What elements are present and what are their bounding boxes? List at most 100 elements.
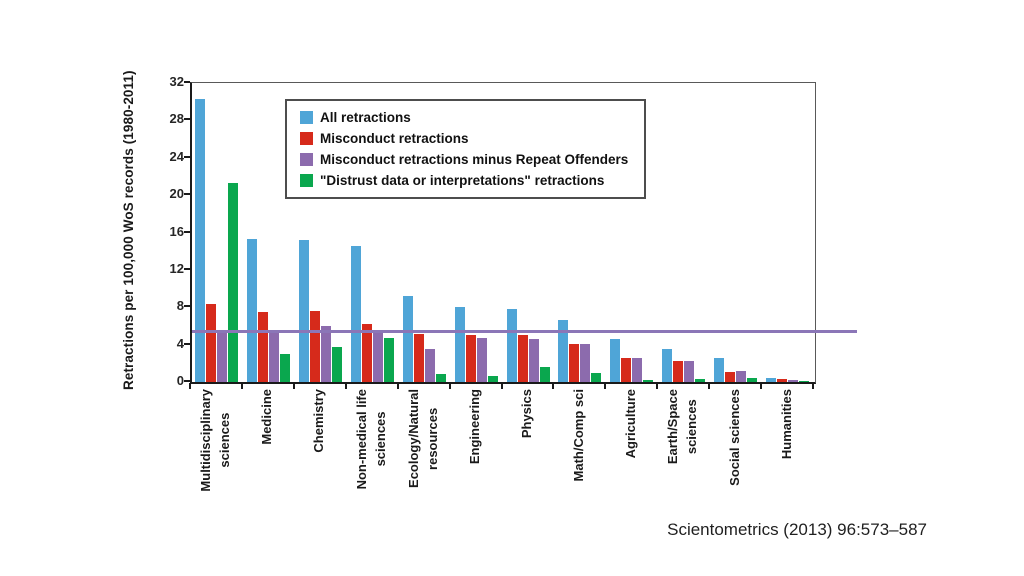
bar bbox=[610, 339, 621, 382]
bar bbox=[195, 98, 205, 382]
x-label-cell: Ecology/Natural resources bbox=[398, 389, 450, 521]
bar bbox=[766, 378, 777, 382]
citation-text: Scientometrics (2013) 96:573–587 bbox=[667, 520, 927, 539]
legend-swatch-icon bbox=[300, 111, 313, 124]
y-tick-mark bbox=[184, 155, 190, 158]
y-tick-mark bbox=[184, 267, 190, 270]
x-tick-mark bbox=[292, 383, 295, 389]
bar bbox=[736, 370, 747, 382]
bar bbox=[591, 372, 602, 382]
y-tick-label: 28 bbox=[169, 111, 184, 127]
x-axis-label: Earth/Space sciences bbox=[665, 389, 700, 465]
x-tick-mark bbox=[448, 383, 451, 389]
x-tick-mark bbox=[812, 383, 814, 389]
bar bbox=[383, 338, 394, 382]
bar bbox=[331, 347, 342, 382]
bar bbox=[372, 333, 383, 382]
bar bbox=[465, 335, 476, 382]
bar-group bbox=[607, 83, 659, 382]
bar-group bbox=[711, 83, 763, 382]
bar bbox=[695, 379, 706, 382]
x-axis-label: Chemistry bbox=[311, 389, 327, 453]
bar-group bbox=[504, 83, 556, 382]
bar bbox=[320, 325, 331, 382]
x-tick-mark bbox=[552, 383, 555, 389]
bar bbox=[528, 339, 539, 382]
bar-group bbox=[192, 83, 244, 382]
bar bbox=[228, 182, 238, 382]
bar bbox=[435, 373, 446, 382]
x-label-cell: Medicine bbox=[242, 389, 294, 521]
bar bbox=[402, 296, 413, 382]
bar-groups bbox=[192, 83, 815, 382]
bar bbox=[246, 239, 257, 382]
y-tick-label: 16 bbox=[169, 223, 184, 239]
x-axis-label: Ecology/Natural resources bbox=[405, 389, 440, 488]
y-tick-mark bbox=[184, 305, 190, 308]
x-axis-labels: Multidisciplinary sciences Medicine Chemis… bbox=[190, 389, 813, 521]
bar bbox=[777, 379, 788, 382]
y-tick-label: 8 bbox=[176, 298, 184, 314]
legend-item: "Distrust data or interpretations" retra… bbox=[300, 173, 628, 188]
legend-label: "Distrust data or interpretations" retra… bbox=[320, 173, 605, 188]
bar-group bbox=[400, 83, 452, 382]
y-tick-label: 32 bbox=[169, 74, 184, 89]
x-tick-mark bbox=[189, 383, 191, 389]
legend-swatch-icon bbox=[300, 132, 313, 145]
x-tick-mark bbox=[604, 383, 607, 389]
legend-item: Misconduct retractions bbox=[300, 131, 628, 146]
bar bbox=[309, 311, 320, 382]
bar-group bbox=[763, 83, 815, 382]
bar bbox=[217, 333, 227, 382]
x-tick-mark bbox=[760, 383, 763, 389]
bar bbox=[747, 378, 758, 382]
legend: All retractions Misconduct retractions Mis… bbox=[285, 99, 647, 199]
y-tick-mark bbox=[184, 380, 190, 382]
x-tick-mark bbox=[708, 383, 711, 389]
bar bbox=[517, 335, 528, 382]
x-tick-mark bbox=[240, 383, 243, 389]
legend-swatch-icon bbox=[300, 153, 313, 166]
bar bbox=[684, 360, 695, 382]
y-tick-mark bbox=[184, 193, 190, 196]
bar bbox=[569, 343, 580, 382]
bar-group bbox=[659, 83, 711, 382]
bar-group bbox=[296, 83, 348, 382]
x-axis-label: Physics bbox=[519, 389, 535, 439]
bar bbox=[413, 334, 424, 382]
y-tick-label: 12 bbox=[169, 260, 184, 276]
legend-label: Misconduct retractions minus Repeat Offe… bbox=[320, 152, 629, 167]
y-tick-label: 0 bbox=[176, 373, 184, 388]
x-label-cell: Chemistry bbox=[294, 389, 346, 521]
bar bbox=[714, 357, 725, 382]
bar-group bbox=[452, 83, 504, 382]
bar-group bbox=[348, 83, 400, 382]
bar bbox=[268, 333, 279, 382]
plot-area: All retractions Misconduct retractions Mis… bbox=[190, 82, 857, 384]
bar-group bbox=[555, 83, 607, 382]
x-label-cell: Math/Comp sci bbox=[553, 389, 605, 521]
bar bbox=[298, 239, 309, 382]
x-tick-mark bbox=[500, 383, 503, 389]
y-tick-mark bbox=[184, 81, 190, 83]
x-label-cell: Social sciences bbox=[709, 389, 761, 521]
bar bbox=[662, 349, 673, 382]
reference-line bbox=[192, 329, 857, 333]
bar bbox=[487, 376, 498, 382]
legend-label: All retractions bbox=[320, 110, 411, 125]
bar bbox=[558, 320, 569, 382]
bar-group bbox=[244, 83, 296, 382]
bar bbox=[424, 349, 435, 382]
x-axis-label: Medicine bbox=[259, 389, 275, 445]
x-axis-label: Humanities bbox=[778, 389, 794, 460]
bar bbox=[673, 360, 684, 382]
bar bbox=[257, 311, 268, 382]
y-tick-mark bbox=[184, 118, 190, 121]
x-axis-label: Math/Comp sci bbox=[570, 389, 586, 482]
x-axis-label: Engineering bbox=[467, 389, 483, 465]
x-label-cell: Multidisciplinary sciences bbox=[190, 389, 242, 521]
bar bbox=[725, 371, 736, 382]
x-label-cell: Engineering bbox=[450, 389, 502, 521]
x-label-cell: Physics bbox=[502, 389, 554, 521]
